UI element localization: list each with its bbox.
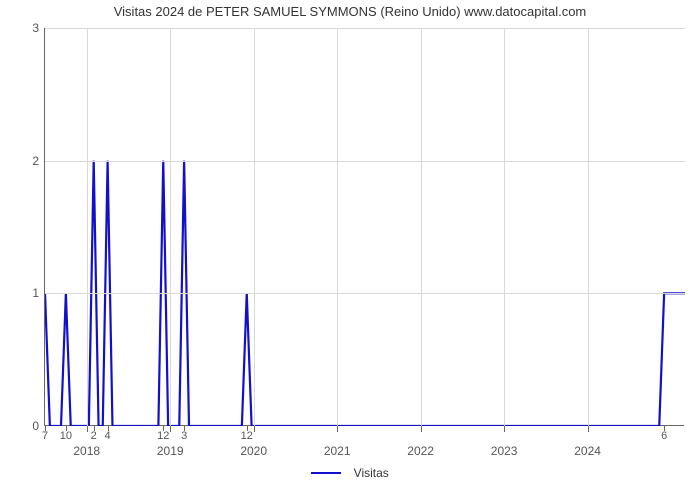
gridline-horizontal <box>45 28 685 29</box>
x-axis-major-label: 2020 <box>229 444 279 458</box>
x-axis-major-label: 2022 <box>396 444 446 458</box>
plot-area: 0123201820192020202120222023202471024123… <box>44 28 684 426</box>
x-axis-major-label: 2021 <box>312 444 362 458</box>
gridline-vertical <box>421 28 422 426</box>
x-axis-major-label: 2018 <box>62 444 112 458</box>
x-major-tick <box>337 426 338 432</box>
legend: Visitas <box>280 464 420 488</box>
x-major-tick <box>421 426 422 432</box>
chart-title: Visitas 2024 de PETER SAMUEL SYMMONS (Re… <box>0 4 700 19</box>
x-axis-minor-label: 3 <box>172 430 196 442</box>
gridline-vertical <box>254 28 255 426</box>
y-axis-label: 1 <box>17 286 39 300</box>
x-axis-major-label: 2023 <box>479 444 529 458</box>
gridline-vertical <box>337 28 338 426</box>
line-series <box>45 28 685 426</box>
x-axis-minor-label: 4 <box>96 430 120 442</box>
gridline-vertical <box>170 28 171 426</box>
x-major-tick <box>588 426 589 432</box>
gridline-vertical <box>588 28 589 426</box>
x-axis-minor-label: 10 <box>54 430 78 442</box>
legend-swatch <box>311 472 341 474</box>
gridline-horizontal <box>45 293 685 294</box>
x-axis-minor-label: 12 <box>235 430 259 442</box>
gridline-vertical <box>504 28 505 426</box>
gridline-vertical <box>87 28 88 426</box>
x-major-tick <box>504 426 505 432</box>
legend-label: Visitas <box>354 466 389 480</box>
x-axis-minor-label: 6 <box>652 430 676 442</box>
gridline-horizontal <box>45 161 685 162</box>
x-axis-major-label: 2024 <box>563 444 613 458</box>
chart-container: Visitas 2024 de PETER SAMUEL SYMMONS (Re… <box>0 0 700 500</box>
x-axis-major-label: 2019 <box>145 444 195 458</box>
y-axis-label: 3 <box>17 21 39 35</box>
y-axis-label: 2 <box>17 154 39 168</box>
